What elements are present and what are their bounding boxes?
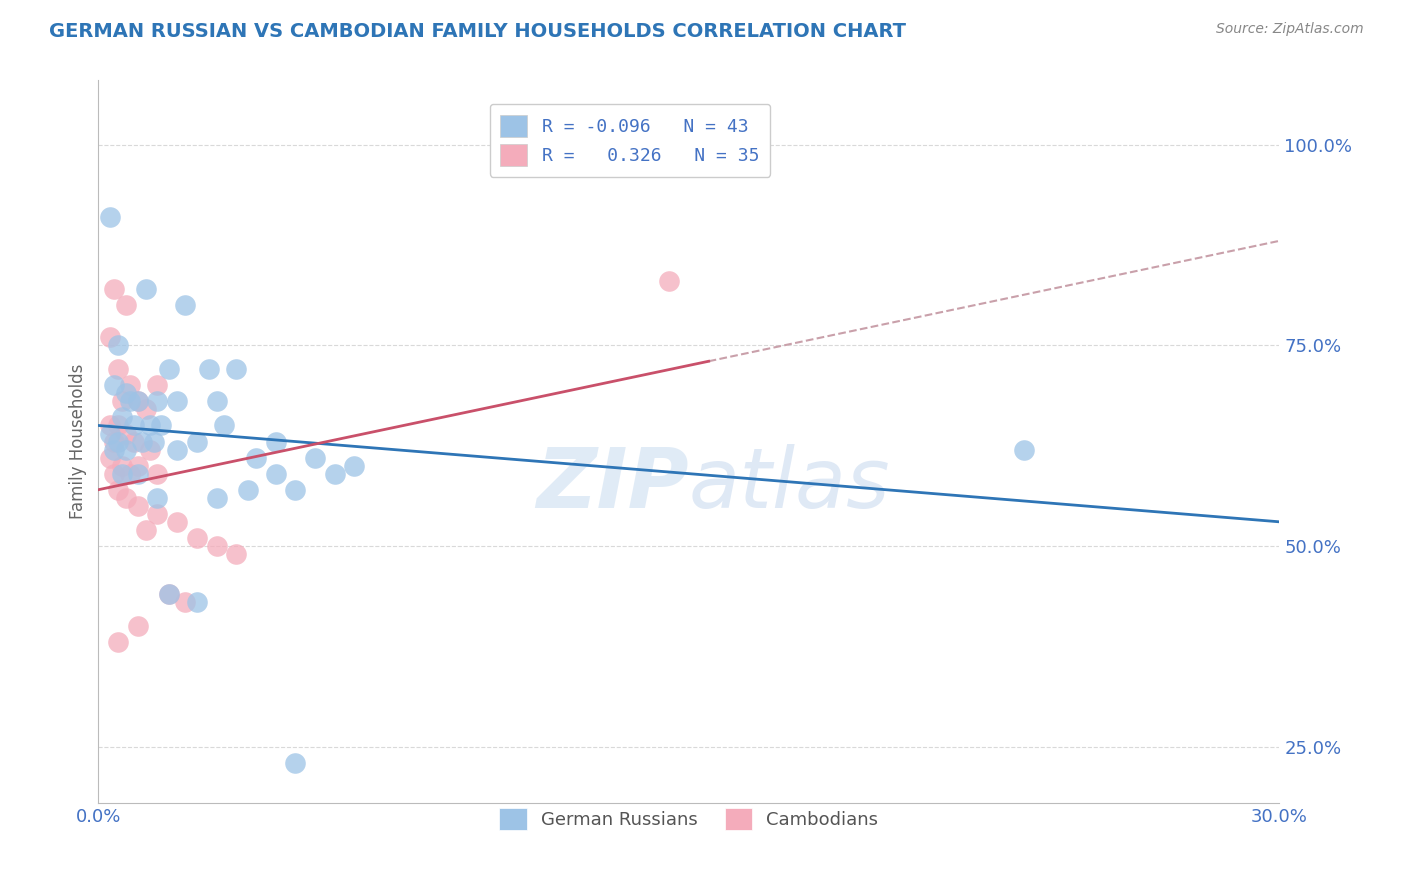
Point (157, 362, 180, 376)
Text: Source: ZipAtlas.com: Source: ZipAtlas.com (1216, 22, 1364, 37)
Point (284, 483, 307, 497)
Point (127, 394, 149, 409)
Point (225, 362, 247, 376)
Point (205, 491, 228, 505)
Point (304, 450, 326, 465)
Point (98, 330, 121, 344)
Point (157, 587, 180, 601)
Point (146, 491, 169, 505)
Point (343, 458, 366, 473)
Point (115, 442, 138, 457)
Point (115, 491, 138, 505)
Point (245, 450, 267, 465)
Point (107, 434, 129, 449)
Point (214, 418, 236, 433)
Point (138, 418, 160, 433)
Point (127, 394, 149, 409)
Point (98, 426, 121, 441)
Point (98, 450, 121, 465)
Point (118, 467, 141, 481)
Text: ZIP: ZIP (536, 444, 689, 525)
Point (146, 378, 169, 392)
Point (127, 458, 149, 473)
Point (284, 756, 307, 770)
Point (142, 434, 165, 449)
Point (186, 434, 208, 449)
Point (135, 523, 157, 537)
Point (115, 386, 138, 401)
Point (107, 418, 129, 433)
Point (111, 467, 134, 481)
Point (127, 619, 149, 633)
Point (115, 298, 138, 312)
Point (98, 418, 121, 433)
Point (107, 635, 129, 649)
Y-axis label: Family Households: Family Households (69, 364, 87, 519)
Point (98, 210, 121, 224)
Point (111, 394, 134, 409)
Point (1012, 442, 1035, 457)
Point (197, 362, 219, 376)
Point (122, 434, 145, 449)
Point (103, 467, 125, 481)
Point (118, 394, 141, 409)
Point (103, 442, 125, 457)
Text: atlas: atlas (689, 444, 890, 525)
Point (103, 434, 125, 449)
Point (107, 483, 129, 497)
Point (186, 595, 208, 609)
Point (174, 595, 197, 609)
Point (122, 418, 145, 433)
Point (131, 434, 153, 449)
Point (658, 274, 681, 288)
Point (323, 467, 346, 481)
Point (111, 458, 134, 473)
Point (111, 410, 134, 425)
Point (264, 434, 287, 449)
Legend: German Russians, Cambodians: German Russians, Cambodians (492, 801, 886, 837)
Point (157, 587, 180, 601)
Point (186, 531, 208, 545)
Point (118, 378, 141, 392)
Point (236, 483, 259, 497)
Point (107, 362, 129, 376)
Text: GERMAN RUSSIAN VS CAMBODIAN FAMILY HOUSEHOLDS CORRELATION CHART: GERMAN RUSSIAN VS CAMBODIAN FAMILY HOUSE… (49, 22, 907, 41)
Point (150, 418, 173, 433)
Point (146, 507, 169, 521)
Point (225, 547, 247, 561)
Point (138, 442, 160, 457)
Point (107, 338, 129, 352)
Point (103, 378, 125, 392)
Point (115, 426, 138, 441)
Point (166, 442, 188, 457)
Point (166, 515, 188, 529)
Point (127, 499, 149, 513)
Point (135, 282, 157, 296)
Point (135, 402, 157, 417)
Point (205, 394, 228, 409)
Point (174, 298, 197, 312)
Point (205, 539, 228, 553)
Point (127, 467, 149, 481)
Point (146, 467, 169, 481)
Point (264, 467, 287, 481)
Point (146, 394, 169, 409)
Point (166, 394, 188, 409)
Point (103, 282, 125, 296)
